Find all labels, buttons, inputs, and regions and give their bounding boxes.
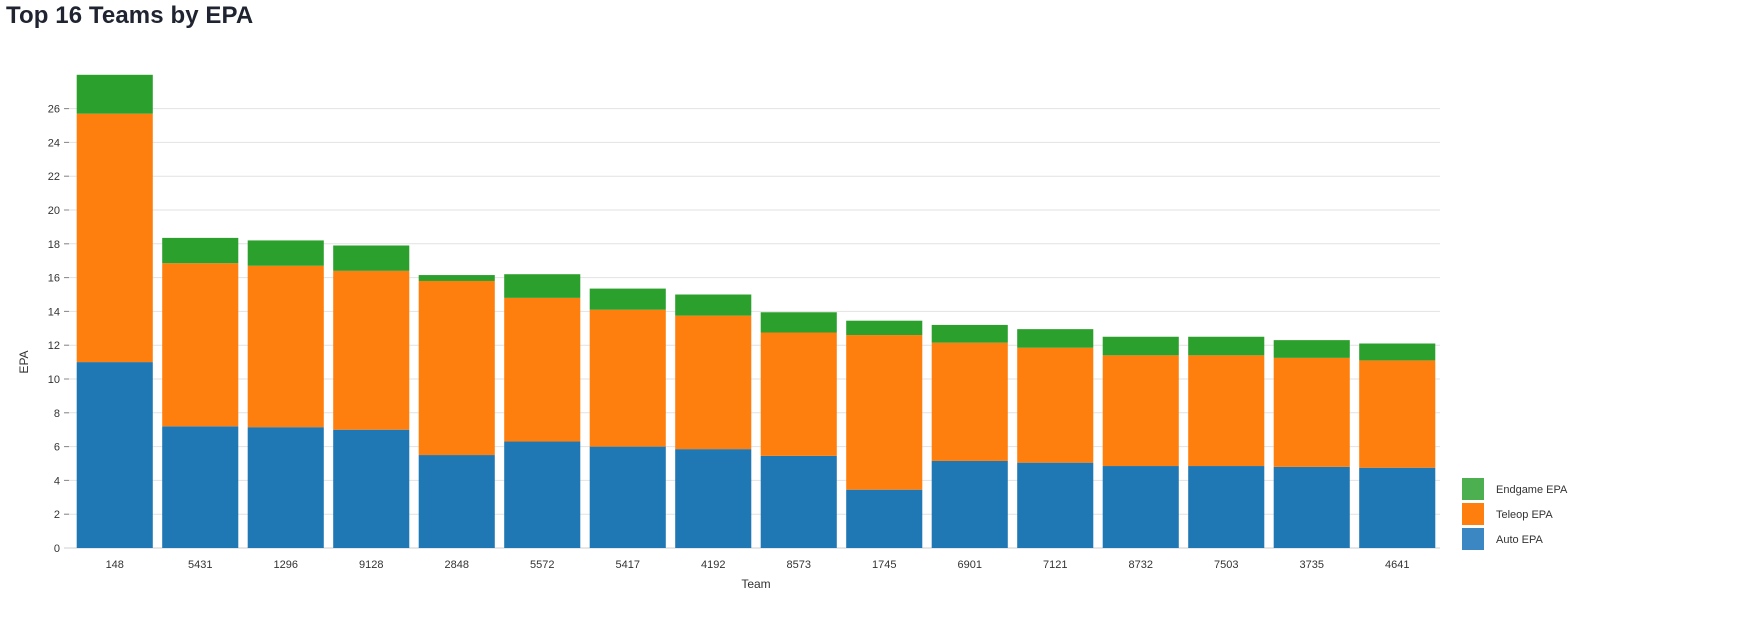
- bar-segment-teleop-epa[interactable]: [76, 113, 153, 363]
- legend: Endgame EPA Teleop EPA Auto EPA: [1462, 478, 1568, 550]
- x-tick-label: 2848: [445, 559, 469, 571]
- y-tick-label: 4: [54, 475, 60, 487]
- x-tick-label: 5431: [188, 559, 212, 571]
- y-tick-label: 10: [48, 374, 60, 386]
- x-tick-label: 8573: [787, 559, 811, 571]
- y-tick-label: 14: [48, 306, 60, 318]
- y-tick-label: 26: [48, 104, 60, 116]
- bar-segment-auto-epa[interactable]: [846, 489, 923, 548]
- x-tick-label: 6901: [958, 559, 982, 571]
- bar-segment-endgame-epa[interactable]: [1102, 336, 1179, 356]
- bar-segment-teleop-epa[interactable]: [1359, 360, 1436, 468]
- bar-segment-endgame-epa[interactable]: [162, 237, 239, 264]
- y-tick-label: 6: [54, 442, 60, 454]
- bar-segment-endgame-epa[interactable]: [846, 320, 923, 336]
- bar-segment-auto-epa[interactable]: [589, 446, 666, 548]
- y-tick-label: 24: [48, 137, 60, 149]
- bar-segment-endgame-epa[interactable]: [418, 275, 495, 281]
- bar-segment-teleop-epa[interactable]: [247, 265, 324, 428]
- x-tick-label: 5417: [616, 559, 640, 571]
- x-tick-label: 148: [106, 559, 124, 571]
- bar-segment-teleop-epa[interactable]: [675, 315, 752, 450]
- x-tick-label: 1296: [274, 559, 298, 571]
- bar-segment-teleop-epa[interactable]: [1017, 347, 1094, 463]
- x-tick-label: 7503: [1214, 559, 1238, 571]
- bar-segment-auto-epa[interactable]: [76, 362, 153, 548]
- bar-segment-auto-epa[interactable]: [675, 449, 752, 548]
- x-tick-label: 3735: [1300, 559, 1324, 571]
- bar-segment-teleop-epa[interactable]: [1273, 357, 1350, 467]
- y-tick-label: 16: [48, 273, 60, 285]
- bar-segment-teleop-epa[interactable]: [162, 263, 239, 427]
- bar-segment-auto-epa[interactable]: [1188, 466, 1265, 548]
- bar-segment-endgame-epa[interactable]: [333, 245, 410, 271]
- x-tick-label: 1745: [872, 559, 896, 571]
- y-tick-label: 18: [48, 239, 60, 251]
- bar-segment-teleop-epa[interactable]: [846, 335, 923, 490]
- bar-segment-auto-epa[interactable]: [162, 426, 239, 548]
- bar-segment-endgame-epa[interactable]: [1188, 336, 1265, 356]
- bar-segment-endgame-epa[interactable]: [1273, 340, 1350, 358]
- bar-segment-auto-epa[interactable]: [504, 441, 581, 548]
- bar-segment-auto-epa[interactable]: [760, 455, 837, 548]
- bar-segment-teleop-epa[interactable]: [418, 280, 495, 456]
- bar-segment-auto-epa[interactable]: [931, 460, 1008, 548]
- y-tick-label: 22: [48, 171, 60, 183]
- bar-segment-teleop-epa[interactable]: [333, 270, 410, 430]
- bar-segment-endgame-epa[interactable]: [76, 74, 153, 114]
- x-tick-label: 9128: [359, 559, 383, 571]
- bars: [76, 74, 1436, 548]
- y-tick-label: 12: [48, 340, 60, 352]
- x-axis: 148 5431 1296 9128 2848 5572 5417 4192 8573 1745 6…: [106, 559, 1410, 571]
- bar-segment-endgame-epa[interactable]: [931, 324, 1008, 343]
- x-tick-label: 5572: [530, 559, 554, 571]
- bar-segment-auto-epa[interactable]: [1102, 466, 1179, 548]
- bar-segment-teleop-epa[interactable]: [931, 342, 1008, 461]
- bar-segment-teleop-epa[interactable]: [504, 297, 581, 442]
- bar-segment-endgame-epa[interactable]: [504, 274, 581, 298]
- bar-segment-teleop-epa[interactable]: [589, 309, 666, 447]
- bar-segment-auto-epa[interactable]: [1359, 467, 1436, 548]
- bar-segment-auto-epa[interactable]: [247, 427, 324, 548]
- bar-segment-auto-epa[interactable]: [1273, 466, 1350, 548]
- bar-segment-endgame-epa[interactable]: [675, 294, 752, 316]
- bar-segment-endgame-epa[interactable]: [247, 240, 324, 266]
- legend-swatch[interactable]: [1462, 478, 1484, 500]
- x-axis-title: Team: [741, 577, 770, 591]
- x-tick-label: 4192: [701, 559, 725, 571]
- y-axis-title: EPA: [17, 350, 31, 373]
- legend-swatch[interactable]: [1462, 503, 1484, 525]
- y-tick-label: 0: [54, 543, 60, 555]
- x-tick-label: 7121: [1043, 559, 1067, 571]
- x-tick-label: 4641: [1385, 559, 1409, 571]
- bar-segment-auto-epa[interactable]: [1017, 462, 1094, 548]
- y-tick-label: 2: [54, 509, 60, 521]
- bar-segment-endgame-epa[interactable]: [1017, 329, 1094, 348]
- bar-segment-teleop-epa[interactable]: [1102, 355, 1179, 467]
- page-title: Top 16 Teams by EPA: [6, 2, 254, 29]
- bar-segment-endgame-epa[interactable]: [1359, 343, 1436, 361]
- bar-segment-endgame-epa[interactable]: [760, 312, 837, 333]
- bar-segment-auto-epa[interactable]: [418, 455, 495, 548]
- legend-label[interactable]: Endgame EPA: [1496, 484, 1568, 496]
- legend-swatch[interactable]: [1462, 528, 1484, 550]
- y-tick-label: 20: [48, 205, 60, 217]
- bar-segment-endgame-epa[interactable]: [589, 288, 666, 310]
- x-tick-label: 8732: [1129, 559, 1153, 571]
- bar-segment-teleop-epa[interactable]: [1188, 355, 1265, 467]
- y-tick-label: 8: [54, 408, 60, 420]
- bar-segment-auto-epa[interactable]: [333, 429, 410, 548]
- legend-label[interactable]: Auto EPA: [1496, 534, 1544, 546]
- bar-segment-teleop-epa[interactable]: [760, 332, 837, 456]
- legend-label[interactable]: Teleop EPA: [1496, 509, 1553, 521]
